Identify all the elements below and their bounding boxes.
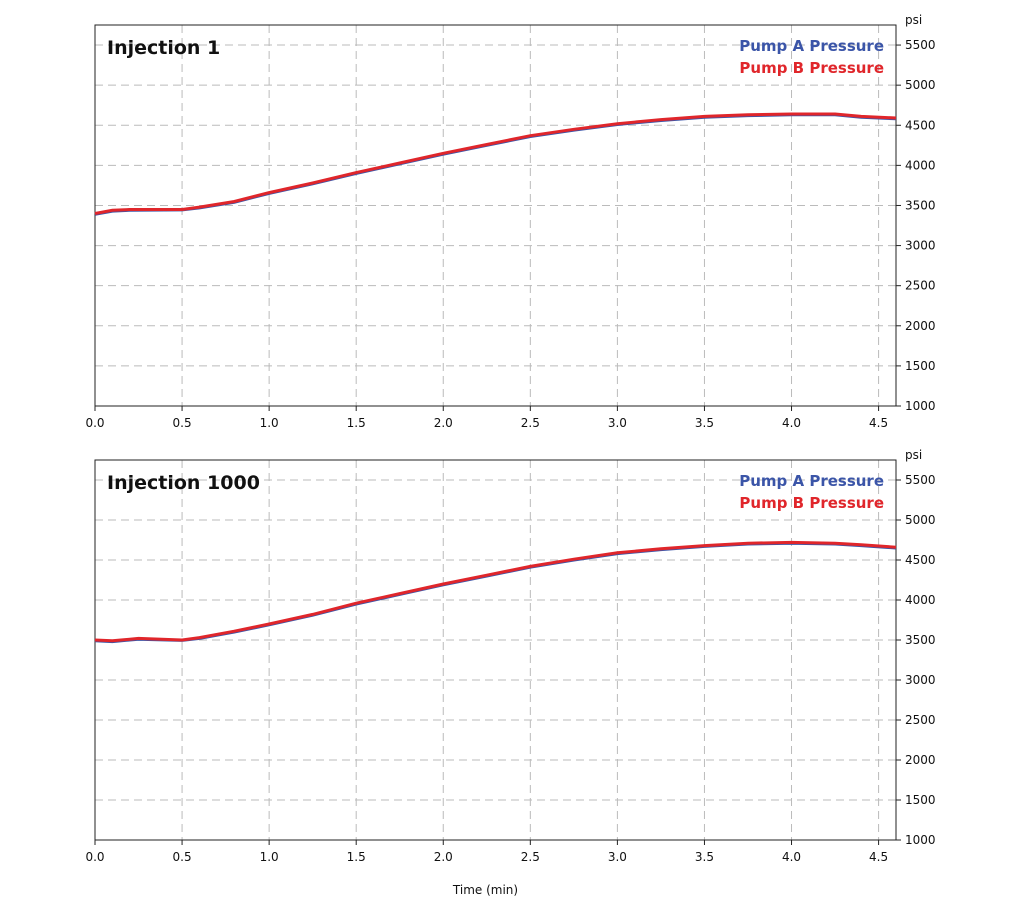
x-tick-label: 3.5 — [695, 416, 714, 430]
legend-label: Pump A Pressure — [739, 472, 884, 490]
x-tick-label: 4.5 — [869, 416, 888, 430]
plot-frame — [94, 459, 897, 841]
x-tick-label: 0.0 — [85, 850, 104, 864]
y-tick-label: 2500 — [905, 279, 936, 293]
y-tick-label: 4500 — [905, 118, 936, 132]
x-tick-label: 3.5 — [695, 850, 714, 864]
x-tick-label: 4.5 — [869, 850, 888, 864]
y-tick-label: 5500 — [905, 38, 936, 52]
x-tick-label: 1.0 — [260, 416, 279, 430]
x-tick-label: 3.0 — [608, 850, 627, 864]
x-tick-label: 2.0 — [434, 416, 453, 430]
data-line — [94, 541, 897, 644]
y-tick-label: 1500 — [905, 359, 936, 373]
x-tick-label: 2.5 — [521, 850, 540, 864]
x-tick-label: 2.0 — [434, 850, 453, 864]
y-tick-label: 1000 — [905, 833, 936, 847]
y-axis-label: psi — [905, 448, 922, 462]
y-tick-label: 1500 — [905, 793, 936, 807]
y-axis-label: psi — [905, 13, 922, 27]
legend-label: Pump B Pressure — [739, 494, 884, 512]
plot-frame — [94, 24, 897, 407]
chart-title: Injection 1 — [107, 37, 220, 59]
y-tick-label: 2000 — [905, 753, 936, 767]
legend-label: Pump A Pressure — [739, 37, 884, 55]
y-tick-label: 1000 — [905, 399, 936, 413]
x-tick-label: 4.0 — [782, 416, 801, 430]
y-tick-label: 3500 — [905, 633, 936, 647]
x-tick-label: 3.0 — [608, 416, 627, 430]
legend-label: Pump B Pressure — [739, 59, 884, 77]
y-tick-label: 5000 — [905, 513, 936, 527]
y-tick-label: 5500 — [905, 473, 936, 487]
data-line — [94, 112, 897, 215]
y-tick-label: 5000 — [905, 78, 936, 92]
x-tick-label: 1.5 — [347, 850, 366, 864]
y-tick-label: 4500 — [905, 553, 936, 567]
y-tick-label: 3000 — [905, 239, 936, 253]
x-tick-label: 1.0 — [260, 850, 279, 864]
x-tick-label: 0.5 — [173, 850, 192, 864]
x-axis-label: Time (min) — [452, 883, 518, 897]
data-line — [94, 540, 897, 643]
y-tick-label: 2000 — [905, 319, 936, 333]
y-tick-label: 3000 — [905, 673, 936, 687]
x-tick-label: 1.5 — [347, 416, 366, 430]
y-tick-label: 4000 — [905, 593, 936, 607]
y-tick-label: 3500 — [905, 198, 936, 212]
x-tick-label: 0.5 — [173, 416, 192, 430]
x-tick-label: 4.0 — [782, 850, 801, 864]
x-tick-label: 2.5 — [521, 416, 540, 430]
y-tick-label: 4000 — [905, 158, 936, 172]
data-line — [94, 113, 897, 216]
chart-title: Injection 1000 — [107, 472, 260, 494]
y-tick-label: 2500 — [905, 713, 936, 727]
x-tick-label: 0.0 — [85, 416, 104, 430]
